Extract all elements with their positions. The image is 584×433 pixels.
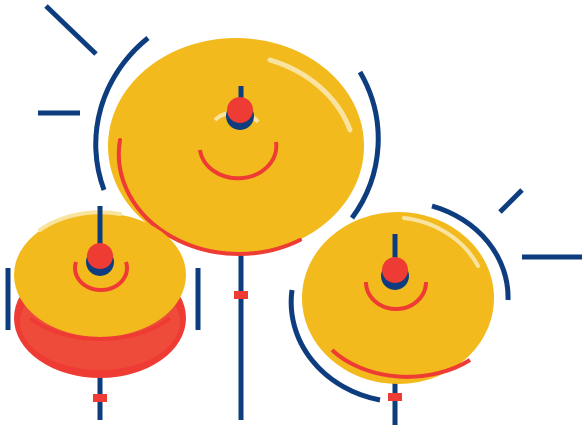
motion-line-right-diagonal <box>498 188 524 214</box>
cymbal-right-highlight <box>402 216 480 268</box>
cymbal-right-rim-accent <box>330 348 472 379</box>
cymbal-large-highlight <box>267 57 353 133</box>
cymbal-hihat-highlight <box>38 210 122 232</box>
cymbal-right <box>288 188 582 425</box>
cymbal-hihat <box>5 206 201 420</box>
cymbal-large <box>108 38 381 420</box>
cymbal-hihat-rim-accent <box>28 316 172 341</box>
cymbal-large-nut <box>227 97 253 123</box>
motion-arc-right-upper <box>431 203 511 301</box>
motion-line-diagonal <box>44 4 98 56</box>
cymbal-hihat-nut <box>87 243 113 269</box>
motion-lines-top-left <box>38 4 150 191</box>
cymbal-large-bell-ring <box>198 141 279 181</box>
cymbal-right-body <box>302 212 494 384</box>
cymbal-right-bell-ring <box>364 281 428 311</box>
motion-arc-large-right <box>349 70 381 220</box>
cymbal-right-stand-clamp <box>388 393 402 401</box>
cymbal-hihat-stand-clamp <box>93 394 107 402</box>
motion-arc-right-lower <box>288 289 381 403</box>
cymbal-large-stand-clamp <box>234 291 248 299</box>
cymbal-large-body <box>108 38 364 254</box>
cymbal-right-nut <box>382 257 408 283</box>
cymbal-hihat-bell-ring <box>73 261 129 292</box>
motion-arc-left <box>93 36 150 191</box>
cymbal-large-rim-accent <box>116 138 302 256</box>
